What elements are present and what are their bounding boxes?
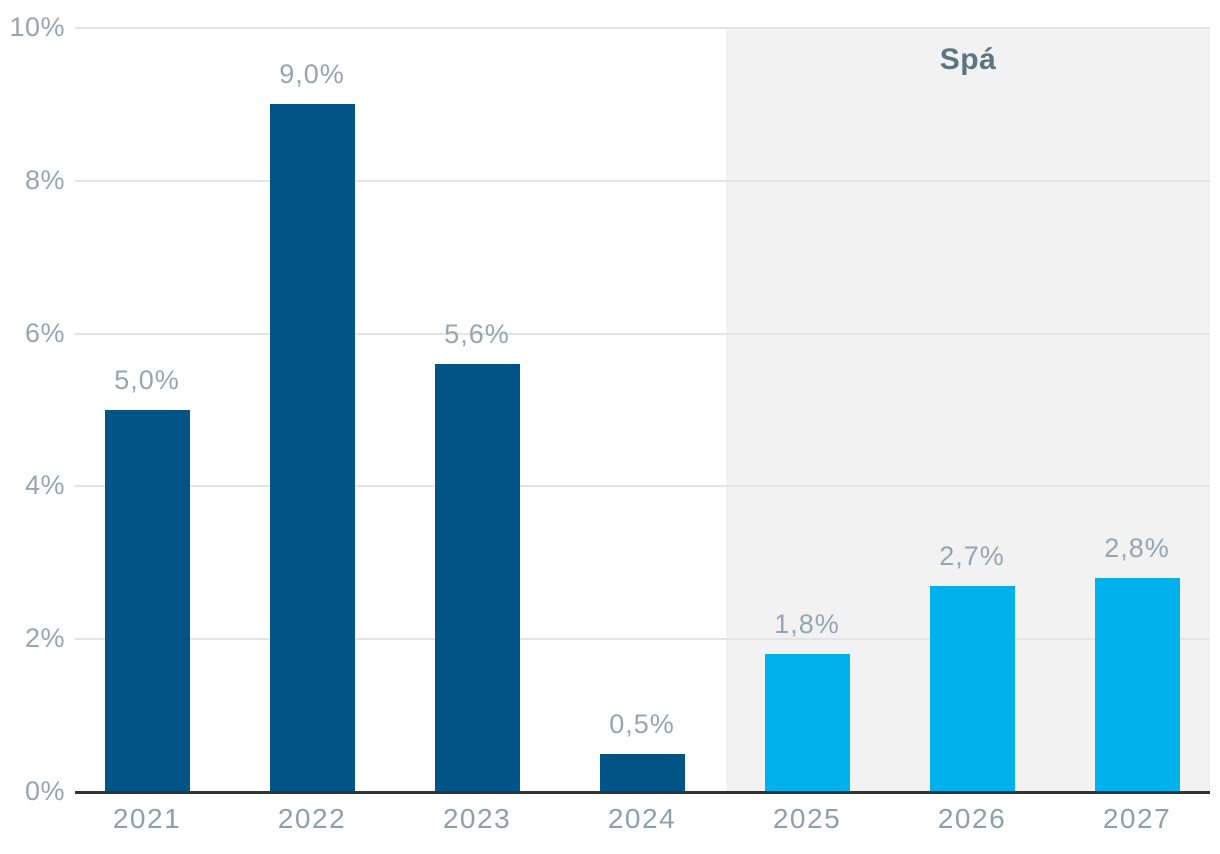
bar-2026: [929, 585, 1015, 792]
bar-2024: [599, 753, 685, 792]
bar-value-label: 5,0%: [114, 365, 180, 395]
gridline: [75, 485, 1210, 488]
bar-value-label: 5,6%: [444, 319, 510, 350]
bar-value-label: 1,8%: [774, 609, 840, 640]
bar-2022: [269, 104, 355, 792]
x-tick-label: 2024: [607, 803, 677, 834]
y-tick-label: 10%: [9, 11, 65, 42]
y-tick-label: 2%: [24, 623, 65, 654]
x-tick-label: 2021: [112, 803, 182, 834]
x-tick-label: 2025: [772, 803, 842, 834]
y-tick-label: 6%: [24, 317, 65, 348]
bar-value-label: 2,7%: [939, 540, 1005, 571]
gridline: [75, 27, 1210, 29]
y-tick-label: 0%: [24, 775, 65, 806]
gridline: [75, 179, 1210, 182]
y-tick-label: 8%: [24, 164, 65, 195]
y-tick-label: 4%: [24, 470, 65, 501]
x-tick-label: 2023: [442, 803, 512, 834]
gridline: [75, 332, 1210, 335]
x-tick-label: 2026: [937, 803, 1007, 834]
bar-2021: [104, 410, 190, 792]
bar-value-label: 0,5%: [609, 708, 675, 739]
bar-value-label: 9,0%: [279, 59, 345, 90]
gridline: [75, 638, 1210, 641]
x-tick-label: 2027: [1102, 803, 1172, 834]
bar-2023: [434, 364, 520, 792]
x-axis-line: [75, 791, 1210, 794]
bar-value-label: 2,8%: [1104, 533, 1170, 564]
x-tick-label: 2022: [277, 803, 347, 834]
forecast-region-label: Spá: [939, 43, 997, 76]
bar-2025: [764, 654, 850, 792]
bar-2027: [1094, 578, 1180, 792]
